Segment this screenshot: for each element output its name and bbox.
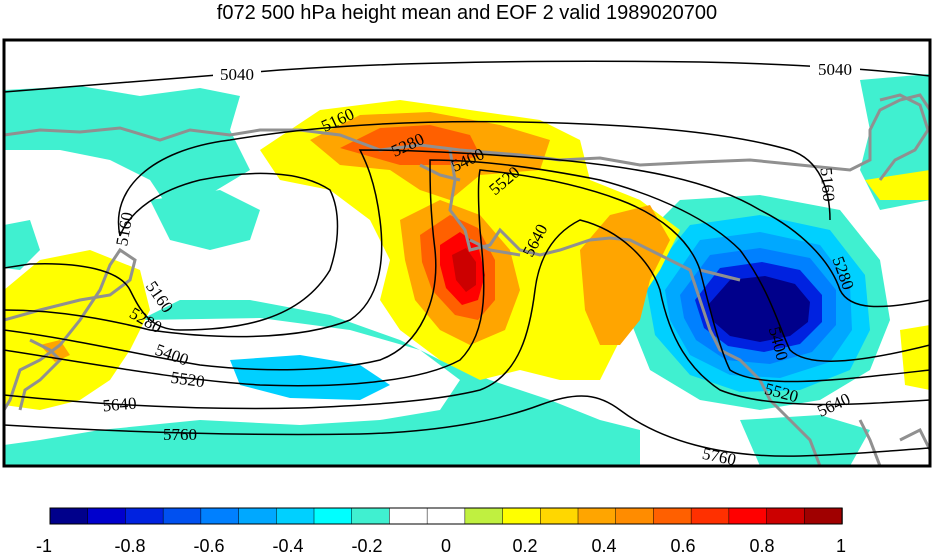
- colorbar-box: [728, 507, 768, 525]
- colorbar-box: [690, 507, 730, 525]
- colorbar-box: [464, 507, 504, 525]
- colorbar-box: [162, 507, 202, 525]
- anomaly-negative-region: [150, 190, 260, 250]
- colorbar-box: [313, 507, 353, 525]
- anomaly-positive-region: [4, 250, 150, 410]
- colorbar-tick-label: 1: [835, 536, 846, 556]
- colorbar-tick-label: 0: [440, 536, 451, 556]
- colorbar-box: [389, 507, 428, 525]
- colorbar-tick-label: -0.8: [114, 536, 146, 556]
- colorbar-box: [502, 507, 542, 525]
- colorbar-box: [426, 507, 466, 525]
- colorbar-box: [766, 507, 806, 525]
- colorbar-box: [200, 507, 240, 525]
- contour-label: 5640: [102, 394, 138, 416]
- contour-label: 5760: [701, 444, 738, 470]
- contour-5640: [4, 219, 930, 410]
- map-panel: 5040 5040 5160 5160 5160 5160 5280 5280 …: [2, 38, 932, 470]
- colorbar-box: [238, 507, 278, 525]
- anomaly-positive-region: [452, 248, 476, 292]
- anomaly-negative-region: [740, 415, 870, 466]
- contour-label: 5040: [220, 65, 254, 84]
- colorbar-boxes: [49, 507, 843, 525]
- contour-5520: [4, 169, 930, 387]
- colorbar-tick-label: -0.2: [351, 536, 383, 556]
- colorbar-tick-label: -1: [35, 536, 52, 556]
- anomaly-negative-region: [4, 220, 40, 270]
- contour-label: 5520: [170, 368, 206, 392]
- contour-5760: [4, 395, 930, 457]
- anomaly-positive-region: [900, 325, 930, 390]
- colorbar-box: [276, 507, 315, 525]
- anomaly-negative-region: [4, 300, 640, 466]
- map-frame: [2, 38, 932, 468]
- colorbar-tick-label: 0.2: [512, 536, 538, 556]
- contour-5280: [4, 149, 930, 338]
- contour-5160: [117, 120, 831, 237]
- colorbar-tick-label: -0.6: [193, 536, 225, 556]
- colorbar-box: [351, 507, 391, 525]
- colorbar-box: [87, 507, 127, 525]
- colorbar-box: [540, 507, 579, 525]
- contour-5400: [4, 159, 930, 371]
- colorbar-tick-label: 0.8: [749, 536, 775, 556]
- colorbar-box: [653, 507, 692, 525]
- shaded-anomaly-field: 5040 5040 5160 5160 5160 5160 5280 5280 …: [4, 40, 930, 470]
- contour-label: 5760: [163, 425, 197, 444]
- anomaly-positive-region: [40, 340, 70, 362]
- colorbar-box: [125, 507, 164, 525]
- height-contours: [4, 60, 930, 457]
- colorbar-box: [577, 507, 617, 525]
- colorbar-box: [49, 507, 89, 525]
- colorbar-box: [804, 507, 843, 525]
- anomaly-negative-region: [4, 86, 250, 210]
- colorbar-tick-label: 0.4: [591, 536, 617, 556]
- colorbar-box: [615, 507, 655, 525]
- colorbar-frame: [49, 507, 843, 525]
- colorbar-tick-label: 0.6: [670, 536, 696, 556]
- map-title: f072 500 hPa height mean and EOF 2 valid…: [216, 2, 718, 24]
- colorbar-tick-label: -0.4: [272, 536, 304, 556]
- anomaly-negative-region: [708, 276, 810, 342]
- contour-label: 5160: [817, 167, 839, 203]
- contour-5160: [4, 172, 339, 331]
- contour-label: 5040: [818, 60, 852, 79]
